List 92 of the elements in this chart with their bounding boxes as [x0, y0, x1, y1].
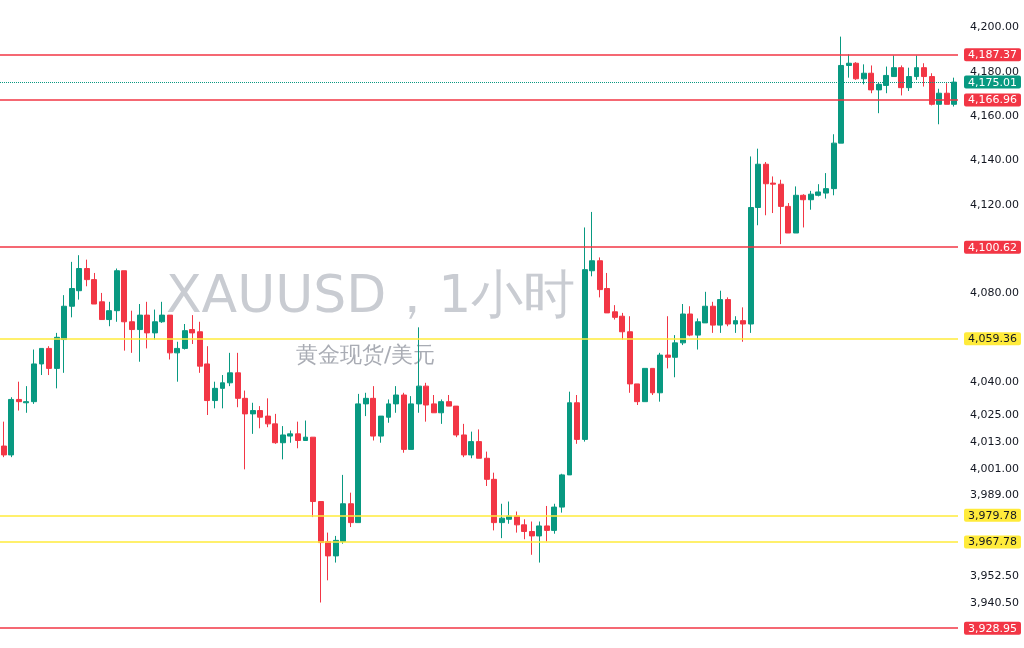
candlestick — [310, 436, 316, 518]
candlestick — [393, 385, 399, 414]
candlestick — [740, 306, 746, 343]
y-tick-label: 4,025.00 — [970, 408, 1019, 422]
candlestick — [650, 367, 655, 396]
y-tick-label: 4,160.00 — [970, 108, 1019, 122]
ref-line-label: 4,059.36 — [968, 332, 1017, 346]
candlestick — [423, 382, 429, 423]
candlestick — [559, 473, 565, 514]
ref-line-label: 4,187.37 — [968, 48, 1017, 62]
candlestick — [672, 334, 678, 378]
candlestick — [823, 172, 829, 200]
candlestick — [687, 305, 693, 337]
candlestick — [303, 420, 308, 442]
candlestick — [129, 310, 135, 354]
candlestick — [46, 345, 52, 376]
candlestick — [325, 532, 331, 581]
candlestick — [536, 521, 542, 564]
candlestick — [868, 64, 874, 94]
candlestick — [529, 521, 535, 556]
candlestick — [257, 405, 263, 429]
candlestick — [461, 423, 467, 458]
candlestick — [189, 314, 195, 345]
ref-line-label: 3,928.95 — [968, 621, 1017, 635]
candlestick — [567, 391, 572, 476]
ref-line-label: 3,979.78 — [968, 508, 1017, 522]
candlestick — [295, 421, 301, 449]
candlestick — [657, 352, 663, 403]
candlestick — [370, 385, 376, 442]
candlestick — [212, 381, 218, 409]
y-tick-label: 3,940.50 — [970, 596, 1019, 610]
candlestick — [220, 374, 225, 409]
candlestick — [438, 398, 444, 425]
ref-line-label: 4,166.96 — [968, 93, 1017, 107]
candlestick — [914, 54, 919, 81]
y-tick-label: 4,140.00 — [970, 153, 1019, 167]
candlestick — [846, 53, 852, 79]
candlestick — [114, 268, 120, 323]
candlestick — [793, 185, 799, 234]
candlestick — [16, 381, 22, 412]
candlestick — [1, 421, 7, 458]
candlestick — [31, 349, 37, 405]
y-tick-label: 4,200.00 — [970, 20, 1019, 34]
candlestick — [318, 501, 324, 604]
candlestick — [468, 431, 474, 459]
candlestick — [544, 505, 550, 542]
candlestick — [378, 415, 384, 444]
candlestick — [476, 428, 482, 459]
candlestick — [8, 396, 14, 458]
y-tick-label: 4,040.00 — [970, 375, 1019, 389]
y-tick-label: 4,080.00 — [970, 286, 1019, 300]
candlestick — [717, 290, 723, 334]
candlestick — [401, 392, 407, 454]
candlestick — [551, 503, 557, 535]
candlestick — [137, 303, 143, 363]
candlestick — [227, 352, 233, 387]
candlestick — [106, 301, 112, 327]
candlestick — [167, 314, 173, 361]
candlestick — [921, 62, 927, 88]
candlestick — [99, 292, 105, 321]
candlestick — [250, 402, 256, 435]
candlestick — [853, 61, 859, 81]
y-tick-label: 4,001.00 — [970, 461, 1019, 475]
y-tick-label: 3,989.00 — [970, 488, 1019, 502]
candlestick — [23, 385, 29, 414]
y-tick-label: 4,120.00 — [970, 197, 1019, 211]
y-tick-label: 4,013.00 — [970, 435, 1019, 449]
candlestick — [733, 315, 738, 334]
candlestick — [665, 315, 671, 369]
candlestick — [800, 193, 806, 228]
candlestick — [710, 301, 716, 334]
candlestick — [39, 347, 44, 376]
candlestick — [642, 367, 648, 403]
candlestick — [898, 64, 904, 96]
y-tick-label: 4,180.00 — [970, 64, 1019, 78]
candlestick — [121, 270, 127, 352]
candlestick — [891, 54, 897, 78]
candlestick — [574, 394, 580, 445]
candlestick — [386, 398, 391, 424]
ref-line-label: 4,175.01 — [968, 75, 1017, 89]
candlestick — [144, 301, 150, 349]
ref-line-label: 4,100.62 — [968, 240, 1017, 254]
candlestick — [725, 296, 731, 327]
candlestick — [174, 341, 180, 383]
ref-line-label: 3,967.78 — [968, 535, 1017, 549]
candlestick — [431, 394, 437, 414]
candlestick — [355, 393, 361, 524]
candlestick — [408, 395, 414, 450]
candlestick — [348, 492, 354, 528]
candlestick — [680, 303, 686, 346]
y-tick-label: 3,952.50 — [970, 569, 1019, 583]
candlestick — [363, 392, 369, 417]
